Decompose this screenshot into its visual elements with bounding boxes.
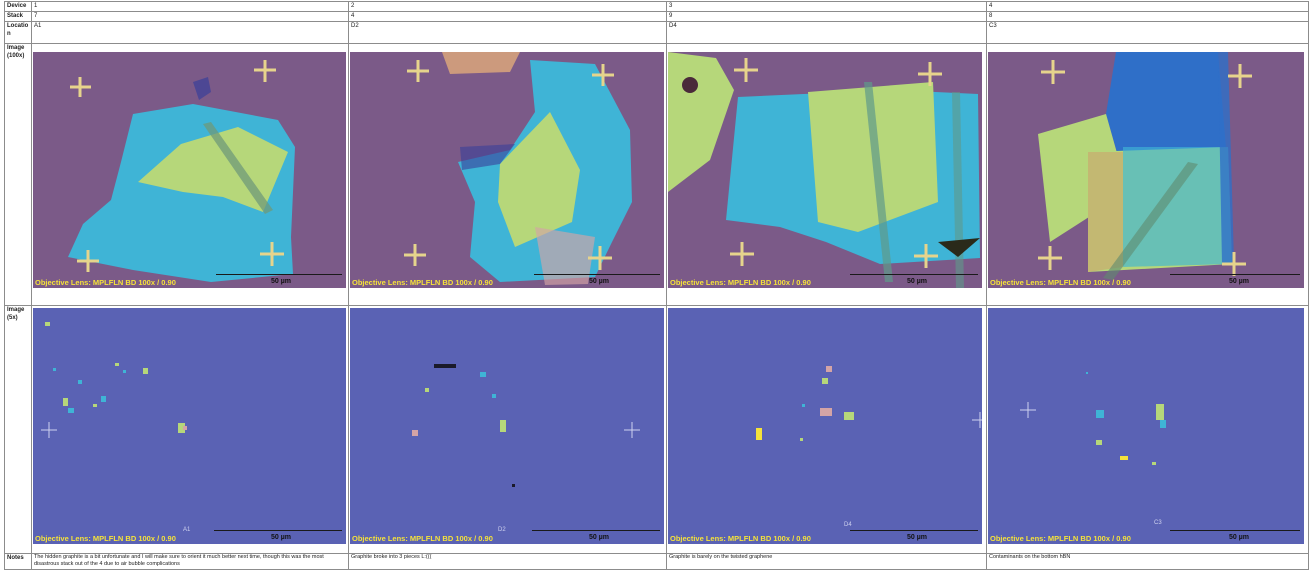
scale-bar: [1170, 530, 1300, 531]
objective-lens-caption: Objective Lens: MPLFLN BD 100x / 0.90: [990, 278, 1131, 287]
device-value: 4: [986, 1, 1309, 12]
stack-row: Stack 7 4 9 8: [4, 11, 1309, 22]
micrograph-100x-device-1: 50 µm Objective Lens: MPLFLN BD 100x / 0…: [33, 52, 346, 288]
scale-bar: [532, 530, 660, 531]
location-value: C3: [986, 21, 1309, 44]
micrograph-100x-device-4: 50 µm Objective Lens: MPLFLN BD 100x / 0…: [988, 52, 1304, 288]
scale-label: 50 µm: [1229, 278, 1249, 285]
location-tag: D2: [498, 527, 506, 533]
objective-lens-caption: Objective Lens: MPLFLN BD 100x / 0.90: [670, 278, 811, 287]
micrograph-5x-device-3: 50 µm D4 Objective Lens: MPLFLN BD 100x …: [668, 308, 982, 544]
stack-value: 8: [986, 11, 1309, 22]
image-100x-label: Image (100x): [4, 43, 32, 306]
notes-row: Notes The hidden graphite is a bit unfor…: [4, 553, 1309, 570]
notes-value: Contaminants on the bottom hBN: [986, 553, 1309, 570]
device-value: 3: [666, 1, 987, 12]
image-5x-cell: 50 µm A1 Objective Lens: MPLFLN BD 100x …: [31, 305, 349, 554]
scale-label: 50 µm: [907, 534, 927, 541]
stack-value: 4: [348, 11, 667, 22]
stack-label: Stack: [4, 11, 32, 22]
image-5x-cell: 50 µm D2 Objective Lens: MPLFLN BD 100x …: [348, 305, 667, 554]
image-100x-cell: 50 µm Objective Lens: MPLFLN BD 100x / 0…: [348, 43, 667, 306]
micrograph-5x-device-1: 50 µm A1 Objective Lens: MPLFLN BD 100x …: [33, 308, 346, 544]
location-value: D4: [666, 21, 987, 44]
location-tag: A1: [183, 527, 191, 533]
image-100x-cell: 50 µm Objective Lens: MPLFLN BD 100x / 0…: [986, 43, 1309, 306]
micrograph-100x-device-2: 50 µm Objective Lens: MPLFLN BD 100x / 0…: [350, 52, 664, 288]
stack-value: 9: [666, 11, 987, 22]
scale-label: 50 µm: [589, 534, 609, 541]
scale-label: 50 µm: [1229, 534, 1249, 541]
location-value: D2: [348, 21, 667, 44]
image-100x-cell: 50 µm Objective Lens: MPLFLN BD 100x / 0…: [666, 43, 987, 306]
device-row: Device 1 2 3 4: [4, 1, 1309, 12]
objective-lens-caption: Objective Lens: MPLFLN BD 100x / 0.90: [35, 278, 176, 287]
scale-label: 50 µm: [271, 278, 291, 285]
location-value: A1: [31, 21, 349, 44]
device-value: 2: [348, 1, 667, 12]
location-tag: D4: [844, 522, 852, 528]
notes-label: Notes: [4, 553, 32, 570]
micrograph-100x-device-3: 50 µm Objective Lens: MPLFLN BD 100x / 0…: [668, 52, 982, 288]
scale-bar: [1170, 274, 1300, 275]
micrograph-5x-device-4: 50 µm C3 Objective Lens: MPLFLN BD 100x …: [988, 308, 1304, 544]
scale-bar: [216, 274, 342, 275]
scale-bar: [214, 530, 342, 531]
image-5x-row: Image (5x): [4, 305, 1309, 554]
image-5x-cell: 50 µm D4 Objective Lens: MPLFLN BD 100x …: [666, 305, 987, 554]
objective-lens-caption: Objective Lens: MPLFLN BD 100x / 0.90: [352, 534, 493, 543]
image-100x-cell: 50 µm Objective Lens: MPLFLN BD 100x / 0…: [31, 43, 349, 306]
image-5x-label: Image (5x): [4, 305, 32, 554]
image-5x-cell: 50 µm C3 Objective Lens: MPLFLN BD 100x …: [986, 305, 1309, 554]
image-100x-row: Image (100x) 50 µm Objective Lens: MPLFL…: [4, 43, 1309, 306]
location-row: Locatio n A1 D2 D4 C3: [4, 21, 1309, 44]
location-label: Locatio n: [4, 21, 32, 44]
notes-value: The hidden graphite is a bit unfortunate…: [31, 553, 349, 570]
scale-bar: [850, 274, 978, 275]
notes-value: Graphite is barely on the twisted graphe…: [666, 553, 987, 570]
device-label: Device: [4, 1, 32, 12]
objective-lens-caption: Objective Lens: MPLFLN BD 100x / 0.90: [990, 534, 1131, 543]
notes-value: Graphite broke into 3 pieces L:(((: [348, 553, 667, 570]
stack-value: 7: [31, 11, 349, 22]
device-table: Device 1 2 3 4 Stack 7 4 9 8 Locatio n A…: [4, 1, 1309, 570]
objective-lens-caption: Objective Lens: MPLFLN BD 100x / 0.90: [670, 534, 811, 543]
device-value: 1: [31, 1, 349, 12]
micrograph-5x-device-2: 50 µm D2 Objective Lens: MPLFLN BD 100x …: [350, 308, 664, 544]
scale-bar: [534, 274, 660, 275]
objective-lens-caption: Objective Lens: MPLFLN BD 100x / 0.90: [352, 278, 493, 287]
scale-label: 50 µm: [907, 278, 927, 285]
location-tag: C3: [1154, 520, 1162, 526]
scale-label: 50 µm: [589, 278, 609, 285]
scale-bar: [850, 530, 978, 531]
scale-label: 50 µm: [271, 534, 291, 541]
objective-lens-caption: Objective Lens: MPLFLN BD 100x / 0.90: [35, 534, 176, 543]
